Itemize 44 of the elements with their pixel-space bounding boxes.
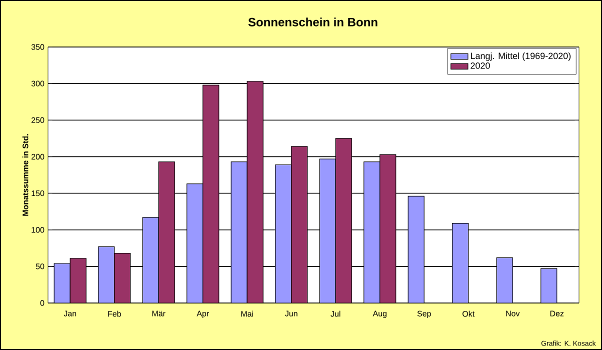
bar (70, 258, 86, 303)
bar (380, 154, 396, 303)
x-tick-label: Okt (462, 310, 475, 317)
chart-title: Sonnenschein in Bonn (248, 18, 378, 26)
bar (291, 146, 308, 303)
y-tick-label: 300 (31, 80, 44, 86)
y-tick-label: 250 (32, 117, 44, 123)
x-tick-label: Mär (152, 310, 166, 316)
bar (54, 263, 70, 303)
legend-label: 2020 (470, 62, 490, 69)
x-tick-label: Dez (550, 310, 564, 316)
legend-label: Langj. Mittel (1969-2020) (470, 52, 571, 61)
x-tick-label: Jul (330, 310, 340, 317)
x-tick-label: Apr (196, 310, 209, 318)
x-tick-label: Jan (64, 310, 76, 316)
bar (202, 84, 220, 303)
bar (114, 252, 131, 303)
bar (320, 158, 336, 303)
bar (408, 196, 424, 303)
y-tick-label: 50 (36, 264, 44, 270)
y-tick-label: 150 (32, 190, 44, 196)
x-tick-label: Aug (372, 310, 386, 318)
bar (364, 162, 380, 303)
x-tick-label: Feb (108, 310, 121, 317)
x-tick-label: Sep (417, 310, 431, 318)
bar (230, 162, 248, 303)
bar (336, 138, 352, 303)
bar (142, 217, 159, 303)
y-tick-label: 100 (32, 227, 44, 233)
y-axis-title: Monatssumme in Std. (22, 134, 28, 216)
bar (158, 162, 175, 303)
bar (275, 164, 292, 303)
x-tick-label: Mai (241, 310, 254, 317)
x-tick-label: Jun (285, 310, 298, 316)
bar (98, 246, 115, 303)
bar (186, 183, 204, 303)
y-tick-label: 350 (31, 44, 44, 50)
y-tick-label: 0 (40, 300, 44, 306)
bar (540, 268, 558, 303)
x-tick-label: Nov (506, 310, 520, 316)
bar (246, 81, 264, 303)
bar (496, 257, 513, 303)
y-tick-label: 200 (32, 154, 44, 160)
bar (452, 222, 469, 303)
